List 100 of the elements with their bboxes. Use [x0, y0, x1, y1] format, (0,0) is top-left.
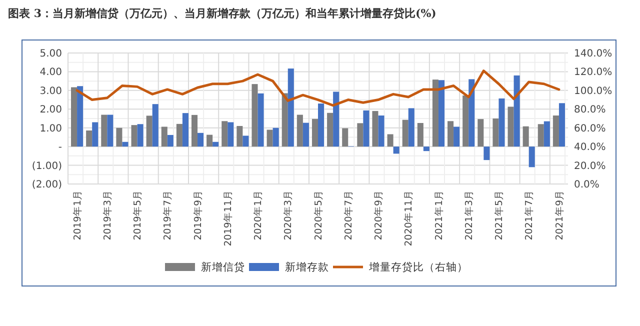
bar — [363, 110, 370, 147]
bar — [272, 128, 279, 147]
x-tick-label: 2019年1月 — [71, 190, 84, 240]
bar — [402, 120, 408, 147]
x-tick-label: 2019年11月 — [222, 190, 234, 246]
x-tick-label: 2019年7月 — [162, 190, 174, 240]
y-tick-label: 3.00 — [40, 86, 62, 97]
bar — [538, 124, 544, 147]
bar — [387, 134, 394, 147]
bar — [86, 130, 92, 147]
y-tick-label: - — [58, 142, 62, 154]
y2-tick-label: 40.0% — [574, 142, 606, 154]
x-tick-label: 2020年3月 — [282, 190, 294, 240]
bar — [212, 142, 219, 147]
bar — [167, 134, 174, 147]
bar — [522, 126, 529, 147]
bar — [393, 146, 400, 154]
x-tick-label: 2020年1月 — [252, 190, 264, 240]
bar — [408, 108, 414, 147]
x-tick-label: 2020年11月 — [402, 190, 415, 246]
bar — [492, 118, 499, 147]
bar — [372, 111, 378, 147]
bar — [131, 125, 138, 147]
bar — [146, 116, 152, 147]
bar — [558, 103, 565, 147]
line-series — [76, 70, 560, 107]
bar — [228, 122, 234, 147]
bar — [77, 86, 84, 147]
x-tick-label: 2019年3月 — [101, 190, 114, 240]
bar — [222, 121, 228, 147]
bar — [296, 114, 303, 147]
y2-tick-label: 120.0% — [574, 67, 612, 78]
bar — [252, 84, 258, 147]
bar — [448, 121, 454, 147]
y-tick-label: (1.00) — [32, 160, 62, 172]
y-tick-label: 1.00 — [40, 123, 62, 134]
bar — [71, 87, 78, 147]
x-tick-label: 2020年5月 — [312, 190, 324, 240]
y-tick-label: (2.00) — [32, 180, 62, 190]
x-tick-label: 2021年1月 — [432, 190, 445, 240]
bar — [514, 75, 520, 147]
legend-label: 增量存贷比（右轴） — [368, 260, 468, 274]
y-tick-label: 5.00 — [40, 48, 62, 60]
bar — [478, 119, 484, 147]
bar — [236, 126, 243, 147]
bar — [122, 142, 128, 147]
x-tick-label: 2019年9月 — [192, 190, 204, 240]
bar — [327, 112, 334, 147]
bar — [454, 126, 460, 147]
bar — [206, 134, 213, 147]
bar — [462, 95, 469, 147]
bar — [333, 92, 340, 147]
bar — [191, 114, 198, 147]
x-tick-label: 2021年9月 — [553, 190, 566, 240]
y2-tick-label: 80.0% — [574, 104, 606, 116]
bar — [423, 146, 430, 152]
bar — [302, 122, 309, 147]
bar — [258, 93, 264, 147]
bar — [116, 128, 122, 147]
bar — [92, 122, 98, 147]
x-tick-label: 2021年5月 — [493, 190, 506, 240]
bar — [176, 124, 182, 147]
x-tick-label: 2019年5月 — [132, 190, 144, 240]
bar — [417, 122, 424, 147]
x-tick-label: 2021年3月 — [462, 190, 475, 240]
bar — [508, 106, 514, 147]
bar — [242, 136, 249, 147]
bar — [378, 116, 384, 147]
bar — [288, 68, 294, 147]
y2-tick-label: 20.0% — [574, 160, 606, 172]
bar — [152, 104, 158, 147]
chart-title: 图表 3：当月新增信贷（万亿元）、当月新增存款（万亿元）和当年累计增量存贷比(%) — [8, 7, 436, 20]
bar — [552, 116, 559, 147]
legend-label: 新增存款 — [285, 260, 329, 274]
bar — [161, 126, 168, 147]
bar — [312, 118, 318, 147]
x-tick-label: 2020年7月 — [342, 190, 354, 240]
bar — [101, 114, 108, 147]
bar — [432, 80, 438, 147]
bar — [528, 146, 535, 168]
bar — [318, 104, 324, 147]
y2-tick-label: 100.0% — [574, 86, 612, 97]
x-tick-label: 2020年9月 — [372, 190, 385, 240]
bar — [342, 128, 348, 147]
bar — [282, 93, 288, 147]
bar — [266, 130, 273, 147]
bar — [438, 80, 445, 147]
y2-tick-label: 0.0% — [574, 180, 600, 190]
bar — [182, 113, 188, 147]
y-tick-label: 4.00 — [40, 67, 62, 78]
x-tick-label: 2021年7月 — [523, 190, 536, 240]
bar — [137, 124, 144, 147]
bar — [357, 123, 364, 147]
y-tick-label: 2.00 — [40, 104, 62, 116]
bar — [468, 79, 475, 147]
legend-label: 新增信贷 — [201, 260, 245, 274]
bar — [498, 98, 505, 147]
bar — [484, 146, 490, 160]
bar — [544, 121, 550, 147]
bar — [107, 114, 114, 147]
